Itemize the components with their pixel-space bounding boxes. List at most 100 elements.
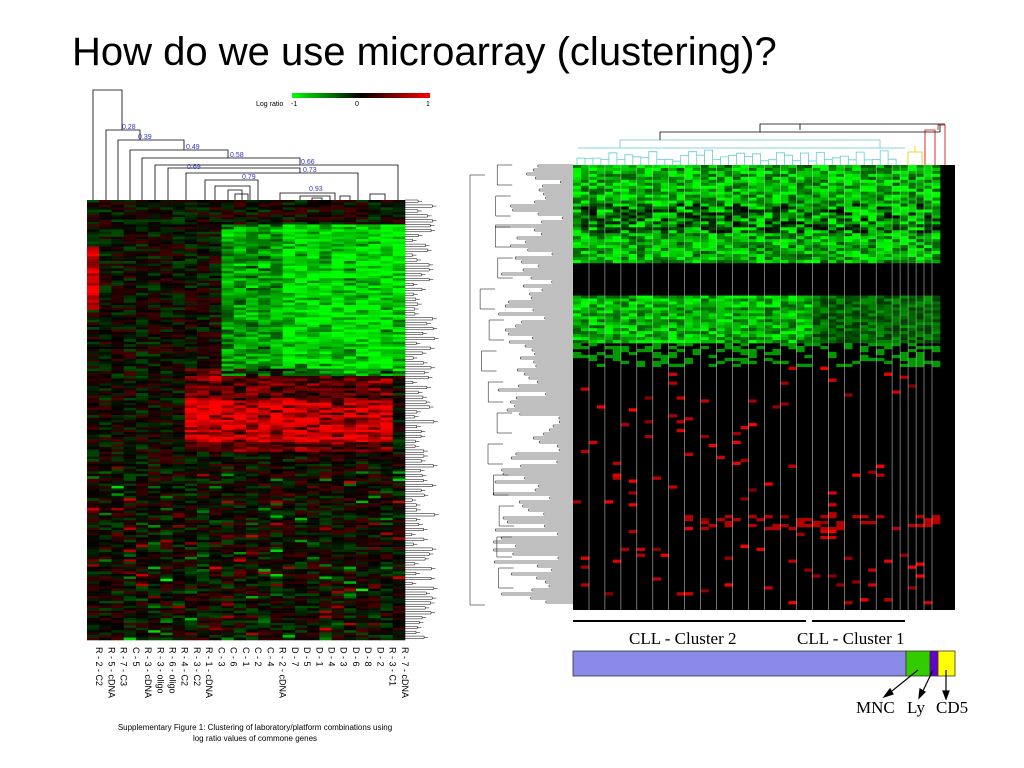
heatmap-cell: [294, 317, 308, 321]
heatmap-cell: [123, 605, 137, 609]
heatmap-cell: [356, 439, 369, 443]
heatmap-cell: [184, 204, 198, 208]
heatmap-cell: [844, 176, 853, 181]
heatmap-cell: [135, 278, 149, 281]
heatmap-cell: [392, 449, 406, 453]
heatmap-cell: [197, 239, 210, 242]
heatmap-cell: [331, 256, 345, 259]
heatmap-cell: [123, 608, 137, 611]
heatmap-cell: [331, 508, 345, 511]
heatmap-cell: [111, 618, 124, 621]
heatmap-cell: [87, 236, 100, 240]
heatmap-cell: [197, 356, 210, 360]
heatmap-cell: [331, 332, 345, 335]
heatmap-cell: [319, 363, 332, 367]
heatmap-cell: [148, 632, 161, 636]
heatmap-cell: [246, 515, 259, 519]
heatmap-cell: [233, 336, 247, 340]
heatmap-cell: [368, 515, 381, 519]
heatmap-cell: [356, 581, 369, 585]
heatmap-cell: [221, 258, 235, 262]
heatmap-cell: [258, 456, 271, 460]
heatmap-cell: [160, 520, 173, 523]
heatmap-cell: [148, 434, 161, 438]
heatmap-cell: [233, 556, 247, 560]
heatmap-cell: [392, 236, 406, 240]
heatmap-cell: [820, 170, 829, 175]
heatmap-cell: [111, 608, 124, 611]
heatmap-cell: [270, 295, 283, 299]
heatmap-cell: [148, 305, 161, 308]
heatmap-cell: [294, 522, 308, 526]
heatmap-cell: [87, 603, 100, 607]
heatmap-cell: [87, 297, 100, 301]
heatmap-cell: [307, 444, 320, 448]
heatmap-cell: [294, 613, 308, 616]
heatmap-cell: [135, 200, 149, 203]
column-label: D - 8: [363, 647, 373, 667]
heatmap-cell: [356, 346, 369, 350]
heatmap-cell: [356, 380, 369, 384]
heatmap-cell: [380, 571, 394, 575]
heatmap-cell: [172, 290, 186, 294]
heatmap-cell: [99, 307, 112, 311]
heatmap-cell: [764, 170, 773, 175]
heatmap-cell: [221, 371, 235, 374]
heatmap-cell: [111, 486, 124, 489]
heatmap-cell: [270, 571, 283, 575]
heatmap-cell: [197, 539, 210, 543]
heatmap-cell: [294, 261, 308, 264]
heatmap-cell: [294, 383, 308, 387]
heatmap-cell: [282, 285, 296, 289]
heatmap-cell: [282, 603, 296, 607]
heatmap-cell: [307, 578, 320, 582]
heatmap-cell: [294, 226, 308, 230]
heatmap-cell: [392, 593, 406, 597]
heatmap-cell: [233, 393, 247, 396]
heatmap-cell: [221, 520, 235, 523]
heatmap-cell: [246, 351, 259, 355]
heatmap-cell: [258, 270, 271, 274]
heatmap-cell: [368, 461, 381, 465]
heatmap-cell: [87, 508, 100, 511]
heatmap-cell: [356, 608, 369, 611]
heatmap-cell: [87, 420, 100, 423]
heatmap-cell: [392, 341, 406, 345]
heatmap-cell: [343, 424, 357, 428]
heatmap-cell: [172, 505, 186, 509]
heatmap-cell: [270, 503, 283, 506]
dendro-value: 0.39: [138, 134, 152, 141]
heatmap-cell: [596, 167, 606, 172]
heatmap-cell: [368, 393, 381, 396]
heatmap-cell: [270, 622, 283, 626]
heatmap-cell: [87, 290, 100, 294]
heatmap-cell: [221, 412, 235, 416]
heatmap-cell: [368, 552, 381, 555]
heatmap-cell: [246, 200, 259, 203]
heatmap-cell: [209, 439, 222, 443]
heatmap-cell: [172, 278, 186, 281]
heatmap-cell: [380, 288, 394, 291]
heatmap-cell: [123, 214, 137, 218]
heatmap-cell: [380, 530, 394, 533]
heatmap-cell: [270, 273, 283, 277]
heatmap-cell: [209, 481, 222, 484]
heatmap-cell: [258, 566, 271, 570]
heatmap-cell: [87, 481, 100, 484]
heatmap-cell: [392, 596, 406, 599]
heatmap-cell: [87, 569, 100, 572]
heatmap-cell: [331, 466, 345, 470]
heatmap-cell: [368, 468, 381, 472]
heatmap-cell: [148, 344, 161, 347]
heatmap-cell: [282, 488, 296, 492]
heatmap-cell: [233, 417, 247, 421]
heatmap-cell: [111, 275, 124, 279]
heatmap-cell: [148, 280, 161, 284]
heatmap-cell: [209, 630, 222, 633]
heatmap-cell: [184, 251, 198, 255]
heatmap-cell: [148, 373, 161, 377]
heatmap-cell: [596, 170, 606, 175]
heatmap-cell: [209, 312, 222, 316]
heatmap-cell: [356, 500, 369, 504]
heatmap-cell: [392, 339, 406, 343]
